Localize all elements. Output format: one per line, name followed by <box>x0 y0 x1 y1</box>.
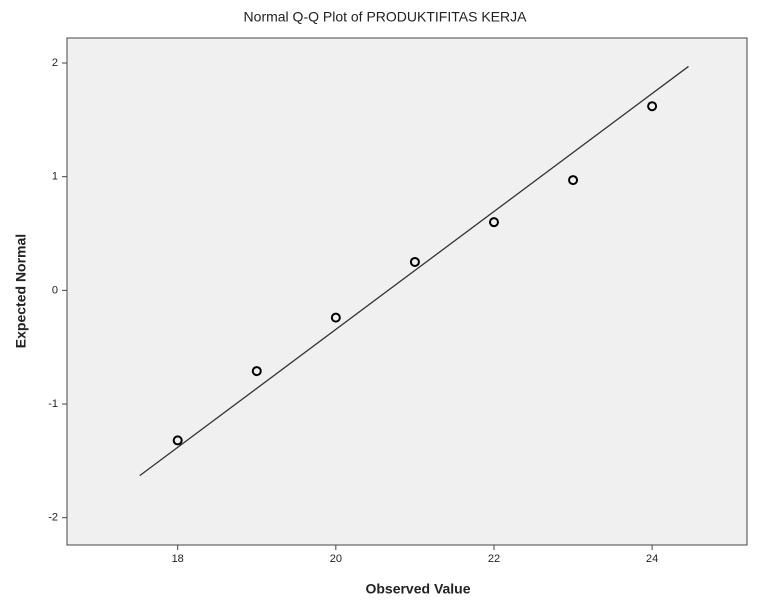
plot-area <box>66 37 748 546</box>
point <box>488 217 499 228</box>
x-axis-label: Observed Value <box>365 581 470 597</box>
y-tick-label: -2 <box>48 512 58 524</box>
y-tick-label: 2 <box>52 57 58 69</box>
y-axis-label: Expected Normal <box>13 234 29 348</box>
y-tick-label: 0 <box>52 284 58 296</box>
point <box>409 256 420 267</box>
point <box>330 312 341 323</box>
x-tick-label: 24 <box>646 553 658 565</box>
reference-line <box>139 65 689 477</box>
y-tick-label: -1 <box>48 398 58 410</box>
x-tick-label: 18 <box>172 553 184 565</box>
y-tick-label: 1 <box>52 171 58 183</box>
x-tick-label: 22 <box>488 553 500 565</box>
point <box>647 101 658 112</box>
point <box>172 435 183 446</box>
point <box>568 175 579 186</box>
point <box>251 366 262 377</box>
x-tick-label: 20 <box>330 553 342 565</box>
chart-title: Normal Q-Q Plot of PRODUKTIFITAS KERJA <box>244 9 528 25</box>
